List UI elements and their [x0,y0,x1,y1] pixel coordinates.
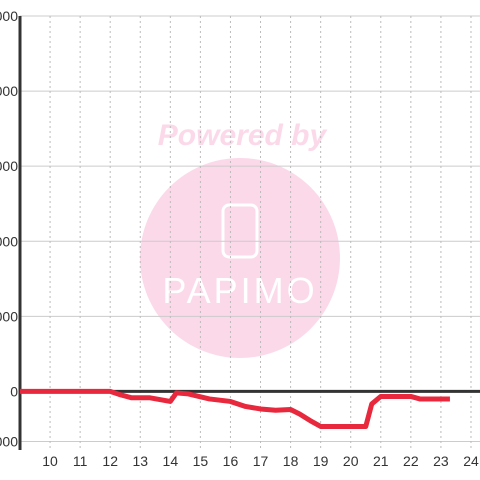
x-tick-label: 23 [433,453,449,469]
line-series [20,388,450,429]
x-tick-label: 21 [373,453,389,469]
y-tick-label: 60,000 [0,233,18,249]
y-tick-label: 90,000 [0,158,18,174]
watermark-title: Powered by [158,119,328,152]
x-tick-label: 17 [253,453,269,469]
y-tick-label: -20,000 [0,433,18,449]
x-tick-label: 13 [132,453,148,469]
x-tick-label: 20 [343,453,359,469]
y-tick-label: 30,000 [0,308,18,324]
x-tick-label: 12 [102,453,118,469]
y-tick-label: 150,000 [0,8,18,24]
x-tick-label: 11 [73,453,88,469]
x-tick-label: 16 [223,453,239,469]
watermark-logo: PAPIMO [162,270,317,311]
y-tick-label: 120,000 [0,83,18,99]
x-tick-label: 24 [463,453,479,469]
x-tick-label: 14 [163,453,179,469]
x-tick-label: 22 [403,453,419,469]
watermark: Powered by PAPIMO [140,119,340,358]
x-tick-label: 19 [313,453,329,469]
y-tick-label: 0 [10,383,18,399]
watermark-icon [221,203,259,259]
x-tick-label: 10 [42,453,58,469]
x-tick-label: 15 [193,453,209,469]
x-tick-label: 18 [283,453,299,469]
